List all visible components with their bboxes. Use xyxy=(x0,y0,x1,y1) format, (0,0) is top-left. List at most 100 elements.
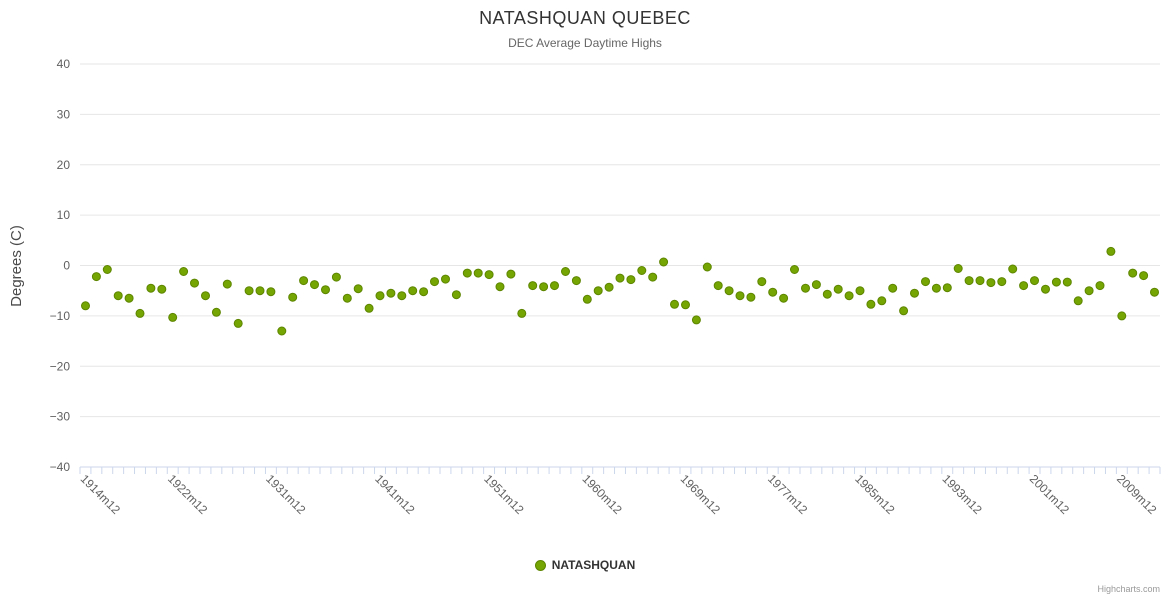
data-point[interactable] xyxy=(1030,276,1039,286)
data-point[interactable] xyxy=(364,303,374,313)
data-point[interactable] xyxy=(997,277,1007,287)
data-point[interactable] xyxy=(1106,246,1116,256)
legend-item-natashquan[interactable]: NATASHQUAN xyxy=(534,558,635,572)
data-point[interactable] xyxy=(375,291,385,301)
data-point[interactable] xyxy=(659,257,669,267)
data-point[interactable] xyxy=(1041,284,1050,294)
data-point[interactable] xyxy=(397,291,407,301)
data-point[interactable] xyxy=(1008,264,1018,274)
data-point[interactable] xyxy=(593,286,603,296)
data-point[interactable] xyxy=(1095,281,1105,291)
data-point[interactable] xyxy=(855,286,865,296)
data-point[interactable] xyxy=(986,278,996,288)
data-point[interactable] xyxy=(113,291,123,301)
data-point[interactable] xyxy=(1128,268,1138,278)
data-point[interactable] xyxy=(1062,277,1072,287)
data-point[interactable] xyxy=(1051,277,1061,287)
data-point[interactable] xyxy=(1084,286,1094,296)
data-point[interactable] xyxy=(124,293,134,303)
data-point[interactable] xyxy=(146,283,156,293)
data-point[interactable] xyxy=(408,286,418,296)
data-point[interactable] xyxy=(211,307,221,317)
data-point[interactable] xyxy=(942,283,952,293)
data-point[interactable] xyxy=(430,277,439,287)
data-point[interactable] xyxy=(179,267,189,276)
data-point[interactable] xyxy=(571,276,581,286)
data-point[interactable] xyxy=(1073,296,1083,306)
data-point[interactable] xyxy=(419,287,429,297)
data-point[interactable] xyxy=(822,289,832,299)
data-point[interactable] xyxy=(604,282,614,292)
data-point[interactable] xyxy=(550,281,559,291)
data-point[interactable] xyxy=(451,290,461,300)
data-point[interactable] xyxy=(681,300,690,310)
data-point[interactable] xyxy=(811,280,821,290)
data-point[interactable] xyxy=(299,276,309,286)
data-point[interactable] xyxy=(484,270,494,280)
data-point[interactable] xyxy=(670,299,679,309)
data-point[interactable] xyxy=(1117,311,1127,321)
data-point[interactable] xyxy=(801,283,810,293)
data-point[interactable] xyxy=(81,301,90,311)
data-point[interactable] xyxy=(899,306,909,316)
data-point[interactable] xyxy=(91,272,101,282)
data-point[interactable] xyxy=(888,283,898,293)
data-point[interactable] xyxy=(844,291,854,301)
data-point[interactable] xyxy=(168,312,178,322)
data-point[interactable] xyxy=(342,293,352,303)
data-point[interactable] xyxy=(866,299,876,309)
data-point[interactable] xyxy=(506,269,516,279)
data-point[interactable] xyxy=(702,262,712,272)
data-point[interactable] xyxy=(561,267,570,276)
data-point[interactable] xyxy=(539,282,549,292)
data-point[interactable] xyxy=(768,287,778,297)
data-point[interactable] xyxy=(724,286,734,296)
data-point[interactable] xyxy=(157,284,167,294)
data-point[interactable] xyxy=(386,288,396,298)
data-point[interactable] xyxy=(713,281,723,291)
data-point[interactable] xyxy=(310,280,319,290)
data-point[interactable] xyxy=(757,277,767,287)
data-point[interactable] xyxy=(517,308,527,318)
data-point[interactable] xyxy=(615,273,625,283)
data-point[interactable] xyxy=(964,276,974,286)
data-point[interactable] xyxy=(626,275,636,285)
data-point[interactable] xyxy=(975,276,985,286)
data-point[interactable] xyxy=(255,286,265,296)
credits-link[interactable]: Highcharts.com xyxy=(1097,584,1160,594)
data-point[interactable] xyxy=(1150,287,1159,297)
data-point[interactable] xyxy=(135,308,145,318)
data-point[interactable] xyxy=(931,283,941,293)
data-point[interactable] xyxy=(190,278,199,288)
data-point[interactable] xyxy=(582,294,592,304)
data-point[interactable] xyxy=(833,284,843,294)
data-point[interactable] xyxy=(528,281,538,291)
data-point[interactable] xyxy=(331,272,341,282)
data-point[interactable] xyxy=(233,318,243,328)
data-point[interactable] xyxy=(353,284,363,294)
data-point[interactable] xyxy=(244,286,254,296)
data-point[interactable] xyxy=(648,272,658,282)
data-point[interactable] xyxy=(790,265,799,274)
data-point[interactable] xyxy=(441,274,450,284)
data-point[interactable] xyxy=(495,282,505,292)
data-point[interactable] xyxy=(277,326,287,336)
data-point[interactable] xyxy=(921,277,930,287)
data-point[interactable] xyxy=(222,279,232,289)
data-point[interactable] xyxy=(691,315,701,325)
data-point[interactable] xyxy=(288,292,298,302)
data-point[interactable] xyxy=(637,266,647,275)
data-point[interactable] xyxy=(1019,281,1029,291)
data-point[interactable] xyxy=(266,287,276,297)
data-point[interactable] xyxy=(321,285,330,295)
data-point[interactable] xyxy=(779,293,789,303)
data-point[interactable] xyxy=(473,268,483,278)
data-point[interactable] xyxy=(462,268,472,278)
data-point[interactable] xyxy=(102,265,112,274)
data-point[interactable] xyxy=(746,292,756,302)
data-point[interactable] xyxy=(735,291,745,301)
data-point[interactable] xyxy=(1139,271,1149,281)
data-point[interactable] xyxy=(201,291,210,301)
data-point[interactable] xyxy=(953,264,963,273)
data-point[interactable] xyxy=(877,296,887,306)
